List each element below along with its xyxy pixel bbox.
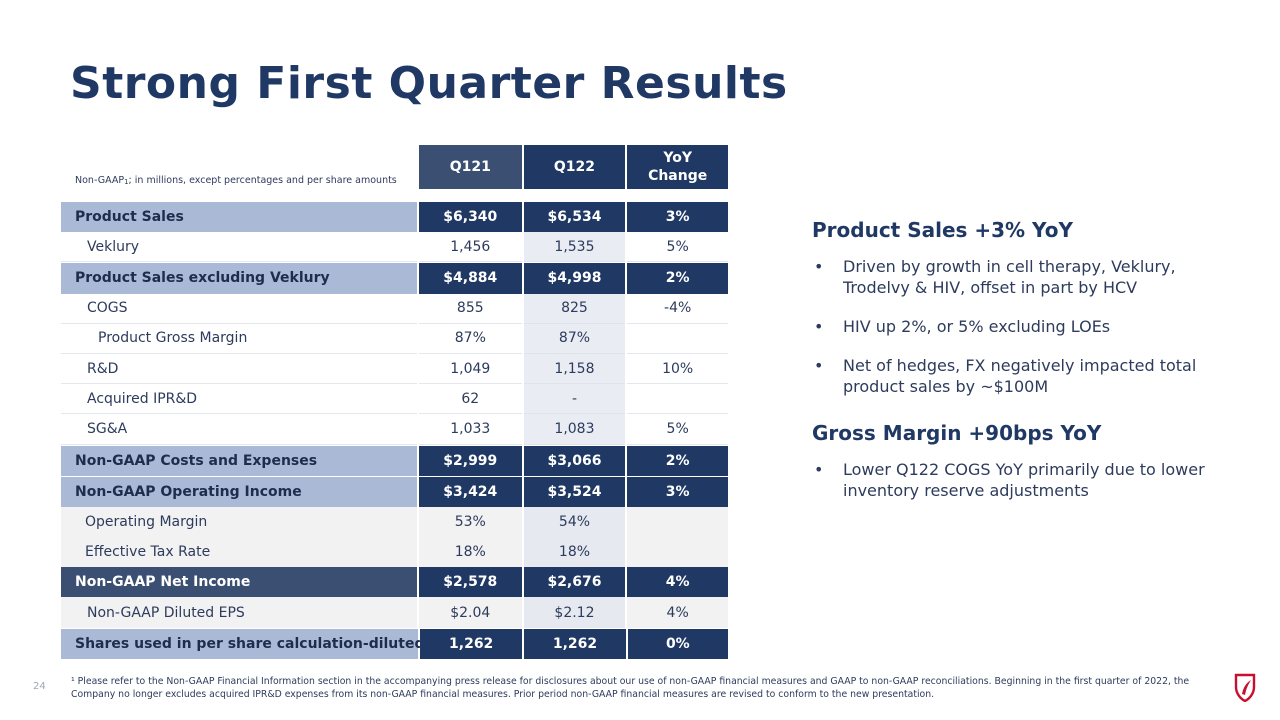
row-q122: $2.12 (523, 597, 626, 628)
header-yoy-change: YoY Change (627, 145, 728, 189)
row-yoy (627, 506, 728, 538)
row-q121: $3,424 (418, 476, 522, 507)
row-yoy: 2% (627, 263, 728, 294)
row-q121: 1,262 (420, 628, 523, 659)
table-note-prefix: Non-GAAP (75, 175, 125, 186)
bullet-item: Lower Q122 COGS YoY primarily due to low… (812, 459, 1232, 501)
commentary-panel: Product Sales +3% YoY Driven by growth i… (812, 218, 1232, 519)
table-row: Shares used in per share calculation-dil… (61, 627, 728, 659)
row-q122: $3,524 (523, 476, 626, 507)
row-q122: 18% (523, 537, 626, 568)
row-q122: 1,262 (524, 628, 626, 659)
row-q121: 62 (418, 384, 522, 415)
row-yoy: 5% (627, 232, 728, 263)
row-q121: 87% (418, 323, 522, 354)
table-note-sup: 1 (124, 178, 129, 186)
row-yoy: 2% (627, 445, 728, 476)
table-row: Product Sales $6,340 $6,534 3% (61, 201, 728, 233)
row-yoy: 10% (627, 353, 728, 385)
row-q122: 1,158 (523, 353, 626, 385)
row-q121: 18% (418, 537, 522, 568)
table-row: Non-GAAP Net Income $2,578 $2,676 4% (61, 567, 728, 598)
table-row: Non-GAAP Costs and Expenses $2,999 $3,06… (61, 444, 728, 476)
row-yoy: 4% (627, 567, 728, 598)
table-row: SG&A 1,033 1,083 5% (61, 414, 728, 445)
table-row: R&D 1,049 1,158 10% (61, 353, 728, 385)
row-q121: $6,340 (418, 202, 522, 233)
table-row: COGS 855 825 -4% (61, 293, 728, 324)
table-row: Effective Tax Rate 18% 18% (61, 537, 728, 568)
table-row: Product Gross Margin 87% 87% (61, 323, 728, 354)
section-title-product-sales: Product Sales +3% YoY (812, 218, 1073, 242)
header-q122: Q122 (523, 145, 626, 189)
row-q121: 1,456 (418, 232, 522, 263)
row-q121: 1,049 (418, 353, 522, 385)
row-label: Product Sales excluding Veklury (61, 263, 417, 294)
row-yoy: 4% (627, 597, 728, 628)
section-title-gross-margin: Gross Margin +90bps YoY (812, 421, 1102, 445)
row-q122: 1,535 (523, 232, 626, 263)
table-row: Product Sales excluding Veklury $4,884 $… (61, 262, 728, 294)
slide-title: Strong First Quarter Results (70, 58, 788, 109)
row-q122: 87% (523, 323, 626, 354)
row-label: Non-GAAP Net Income (61, 567, 417, 598)
table-note-suffix: ; in millions, except percentages and pe… (128, 175, 397, 186)
table-row: Non-GAAP Diluted EPS $2.04 $2.12 4% (61, 597, 728, 628)
page-number: 24 (33, 681, 46, 692)
row-q122: 54% (523, 506, 626, 538)
row-q122: $6,534 (523, 202, 626, 233)
row-label: Product Gross Margin (61, 323, 417, 354)
header-q121: Q121 (418, 145, 522, 189)
row-label: R&D (61, 353, 417, 385)
row-yoy: 5% (627, 414, 728, 445)
gilead-logo-icon (1234, 673, 1256, 702)
row-label: Veklury (61, 232, 417, 263)
row-q121: $4,884 (418, 263, 522, 294)
row-q121: 1,033 (418, 414, 522, 445)
row-yoy (627, 323, 728, 354)
table-row: Operating Margin 53% 54% (61, 506, 728, 538)
row-label: Non-GAAP Diluted EPS (61, 597, 417, 628)
row-q122: 825 (523, 293, 626, 324)
row-q121: 855 (418, 293, 522, 324)
bullet-list-product-sales: Driven by growth in cell therapy, Veklur… (812, 256, 1232, 397)
row-q121: $2,578 (418, 567, 522, 598)
row-yoy (627, 384, 728, 415)
results-table: Non-GAAP 1; in millions, except percentag… (61, 145, 728, 659)
row-q121: $2,999 (418, 445, 522, 476)
row-label: Non-GAAP Costs and Expenses (61, 445, 417, 476)
footnote: ¹ Please refer to the Non-GAAP Financial… (71, 676, 1190, 700)
row-yoy: 3% (627, 476, 728, 507)
row-label: COGS (61, 293, 417, 324)
row-label: Non-GAAP Operating Income (61, 476, 417, 507)
bullet-list-gross-margin: Lower Q122 COGS YoY primarily due to low… (812, 459, 1232, 501)
row-q121: 53% (418, 506, 522, 538)
row-label: Effective Tax Rate (61, 537, 417, 568)
table-header: Non-GAAP 1; in millions, except percentag… (61, 145, 728, 189)
row-label: Acquired IPR&D (61, 384, 417, 415)
row-label: Operating Margin (61, 506, 417, 538)
row-q122: 1,083 (523, 414, 626, 445)
row-yoy (627, 537, 728, 568)
bullet-item: Driven by growth in cell therapy, Veklur… (812, 256, 1232, 298)
bullet-item: HIV up 2%, or 5% excluding LOEs (812, 316, 1232, 337)
row-q122: $4,998 (523, 263, 626, 294)
row-label: Product Sales (61, 202, 417, 233)
row-q122: - (523, 384, 626, 415)
table-row: Veklury 1,456 1,535 5% (61, 232, 728, 263)
row-q121: $2.04 (418, 597, 522, 628)
row-q122: $2,676 (523, 567, 626, 598)
row-yoy: -4% (627, 293, 728, 324)
row-label: Shares used in per share calculation-dil… (61, 628, 425, 659)
table-note: Non-GAAP 1; in millions, except percentag… (61, 145, 417, 189)
row-yoy: 3% (627, 202, 728, 233)
row-label: SG&A (61, 414, 417, 445)
table-row: Non-GAAP Operating Income $3,424 $3,524 … (61, 475, 728, 507)
row-yoy: 0% (627, 628, 728, 659)
row-q122: $3,066 (523, 445, 626, 476)
table-row: Acquired IPR&D 62 - (61, 384, 728, 415)
bullet-item: Net of hedges, FX negatively impacted to… (812, 355, 1232, 397)
